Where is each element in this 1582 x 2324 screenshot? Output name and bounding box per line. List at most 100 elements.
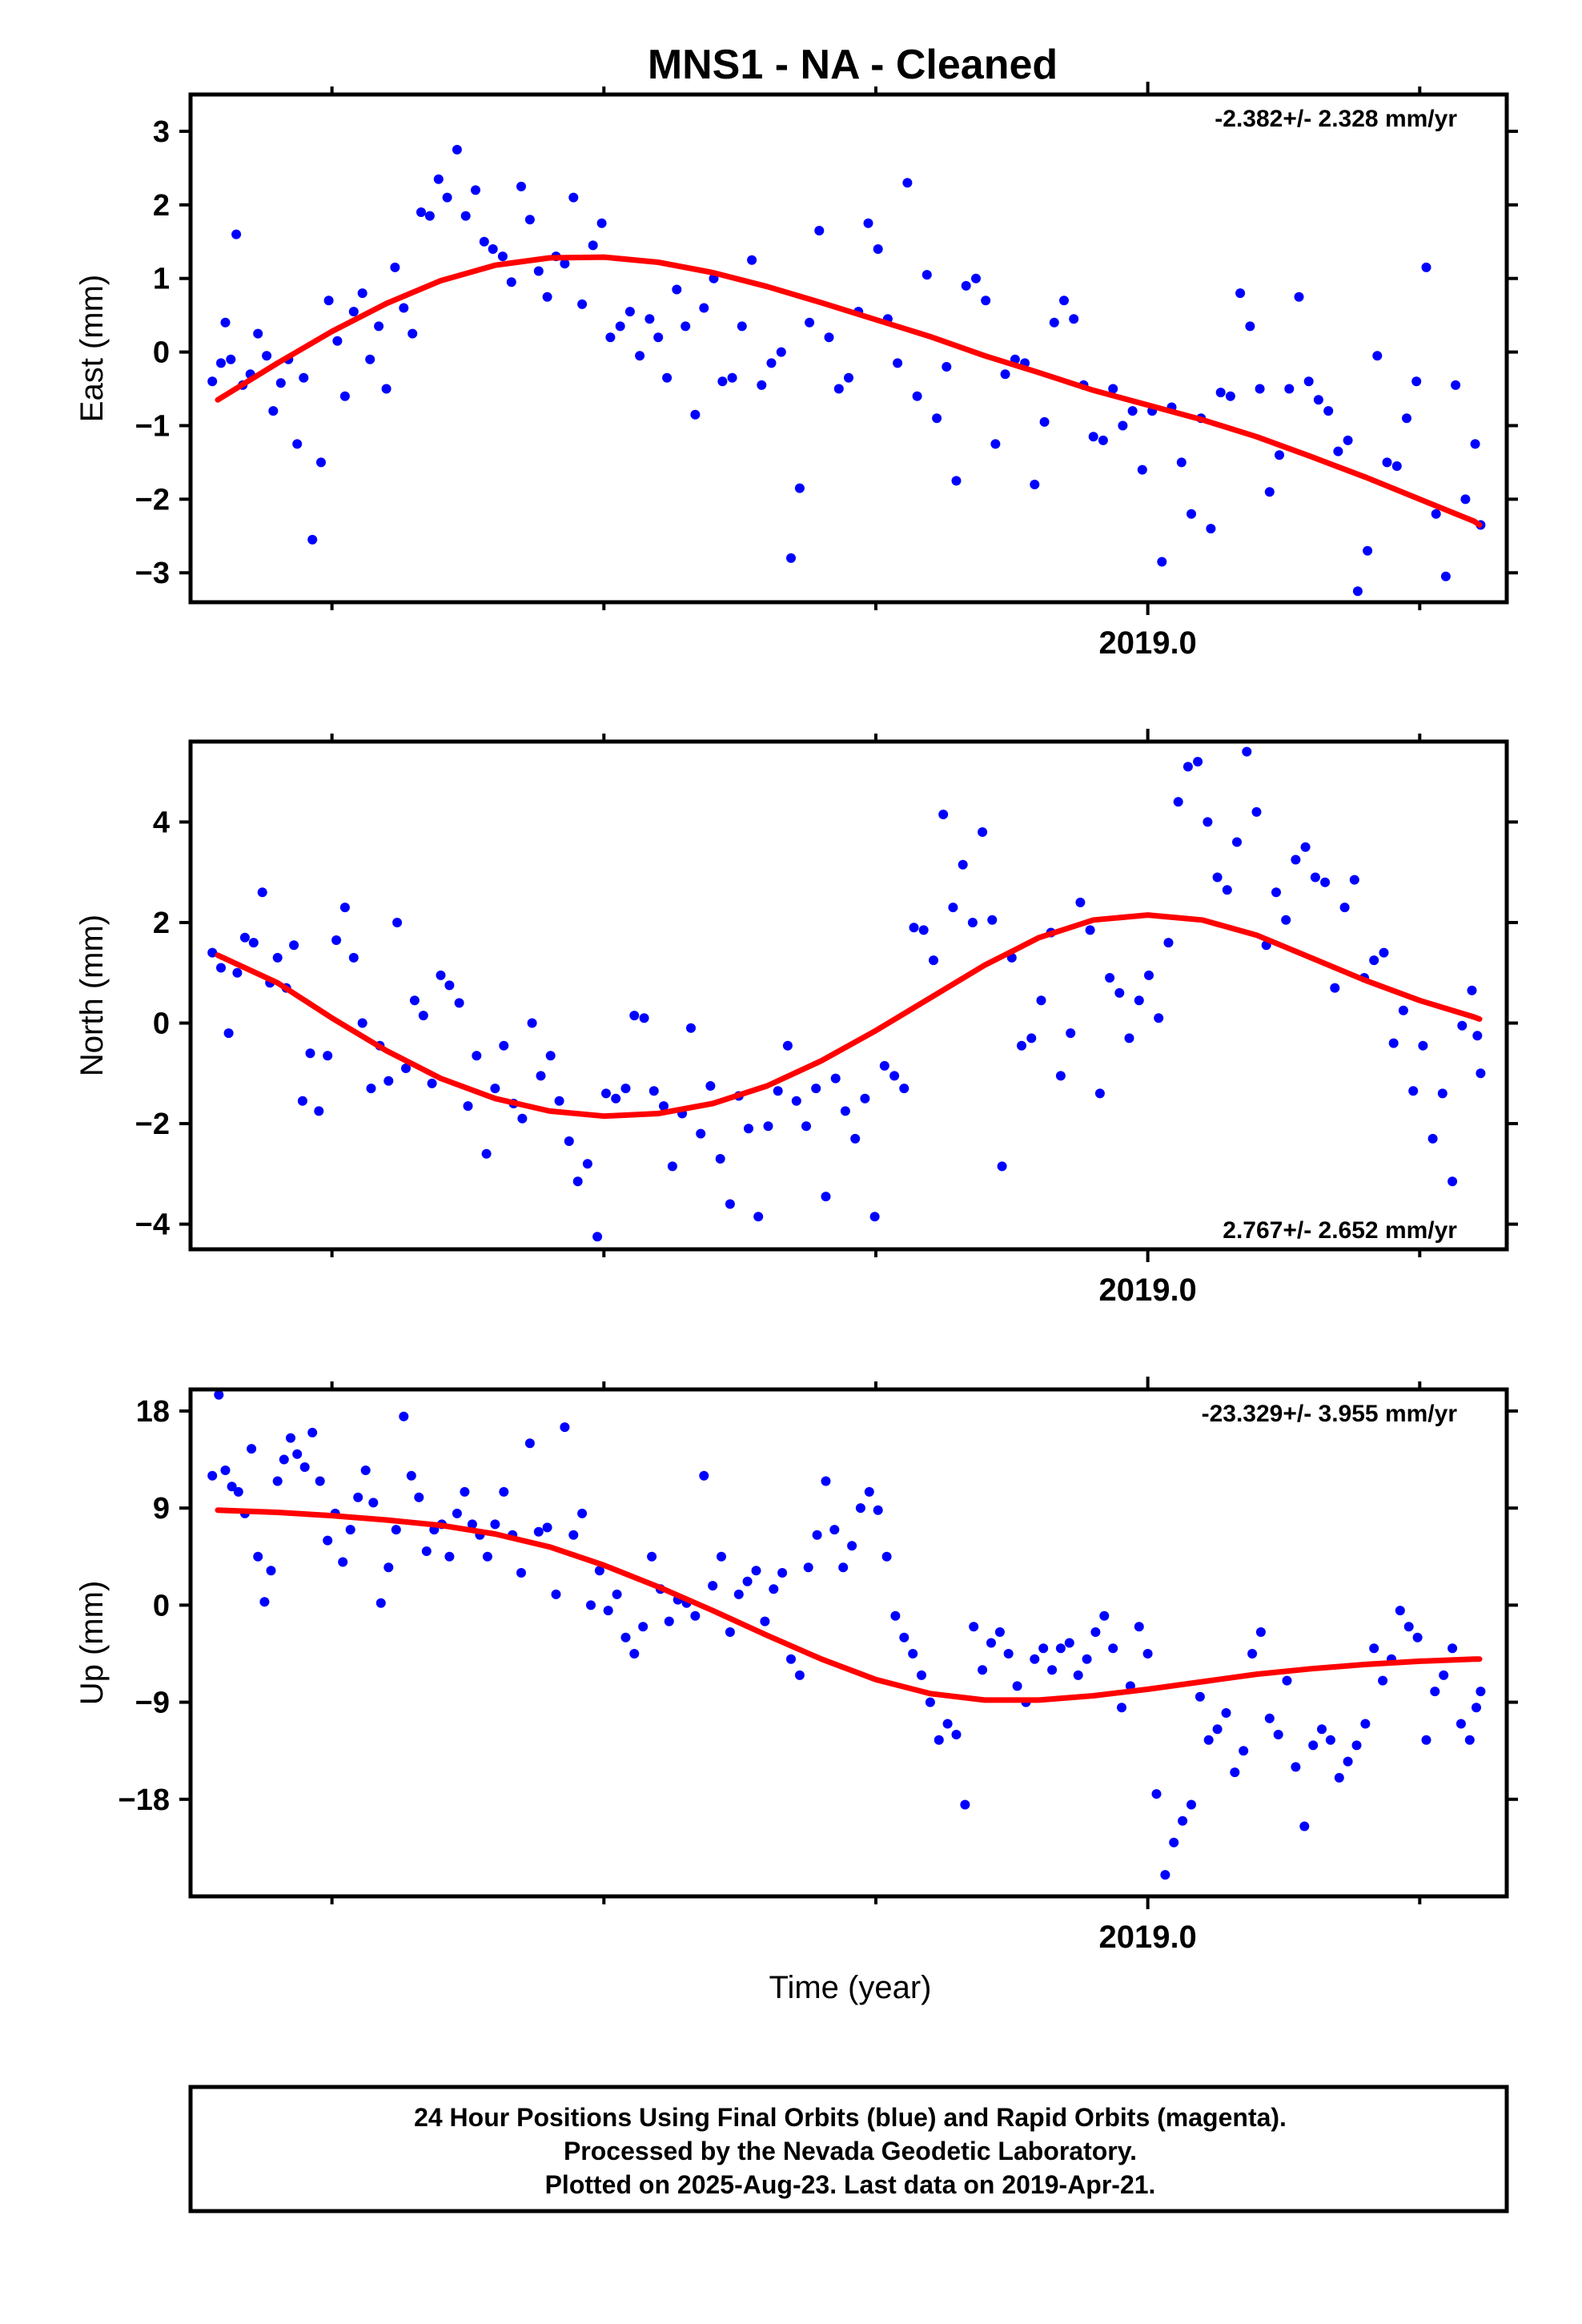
up-data-point bbox=[1412, 1632, 1423, 1642]
east-data-point bbox=[699, 303, 709, 313]
east-ytick-label: −2 bbox=[135, 483, 170, 517]
north-data-point bbox=[1310, 872, 1320, 883]
north-data-point bbox=[1379, 947, 1389, 958]
north-rate-label: 2.767+/- 2.652 mm/yr bbox=[1223, 1217, 1457, 1244]
north-data-point bbox=[1339, 903, 1350, 913]
east-data-point bbox=[605, 332, 616, 343]
up-data-point bbox=[1308, 1740, 1319, 1751]
east-data-point bbox=[990, 439, 1001, 449]
east-data-point bbox=[374, 321, 384, 332]
north-data-point bbox=[1349, 875, 1359, 885]
east-data-point bbox=[568, 192, 579, 203]
up-data-point bbox=[690, 1610, 701, 1621]
east-data-point bbox=[1059, 296, 1069, 306]
up-data-point bbox=[855, 1503, 865, 1514]
up-data-point bbox=[899, 1632, 909, 1642]
east-data-point bbox=[794, 483, 805, 493]
north-data-point bbox=[232, 967, 243, 978]
up-data-point bbox=[1299, 1821, 1310, 1831]
up-xtick-label: 2019.0 bbox=[1098, 1920, 1196, 1955]
north-data-point bbox=[667, 1161, 677, 1172]
up-data-point bbox=[760, 1616, 770, 1626]
north-data-point bbox=[725, 1199, 735, 1209]
north-data-point bbox=[958, 859, 968, 870]
north-data-point bbox=[392, 918, 403, 927]
east-data-point bbox=[921, 270, 932, 280]
north-data-point bbox=[1232, 837, 1242, 847]
east-data-point bbox=[1391, 461, 1402, 471]
north-ytick-label: −4 bbox=[135, 1208, 170, 1242]
up-data-point bbox=[1064, 1638, 1074, 1648]
north-data-point bbox=[339, 903, 350, 913]
north-data-point bbox=[1134, 995, 1144, 1006]
up-data-point bbox=[467, 1519, 477, 1530]
east-data-point bbox=[1343, 435, 1353, 445]
up-ytick-label: 18 bbox=[136, 1395, 170, 1429]
north-data-point bbox=[1055, 1071, 1066, 1081]
east-data-point bbox=[262, 351, 272, 361]
east-data-point bbox=[1470, 439, 1480, 449]
up-data-point bbox=[838, 1562, 849, 1573]
up-data-point bbox=[925, 1697, 935, 1707]
up-data-point bbox=[414, 1492, 424, 1502]
up-data-point bbox=[1360, 1719, 1371, 1729]
east-data-point bbox=[1323, 406, 1334, 416]
up-points bbox=[207, 1389, 1486, 1880]
up-data-point bbox=[1403, 1622, 1414, 1632]
north-data-point bbox=[686, 1023, 696, 1033]
up-data-point bbox=[1082, 1654, 1092, 1664]
east-data-point bbox=[408, 328, 418, 339]
east-ytick-label: −1 bbox=[135, 409, 170, 443]
up-data-point bbox=[1099, 1610, 1110, 1621]
east-data-point bbox=[1294, 292, 1304, 302]
up-data-point bbox=[890, 1610, 901, 1621]
up-data-point bbox=[594, 1566, 604, 1576]
east-data-point bbox=[902, 178, 913, 188]
east-data-point bbox=[1333, 446, 1343, 456]
north-data-point bbox=[305, 1048, 315, 1059]
north-ytick-label: 2 bbox=[153, 907, 170, 940]
north-data-point bbox=[297, 1096, 307, 1106]
north-data-point bbox=[545, 1051, 556, 1061]
east-data-point bbox=[1303, 376, 1314, 387]
up-data-point bbox=[1195, 1691, 1205, 1702]
up-data-point bbox=[247, 1444, 257, 1454]
up-data-point bbox=[603, 1606, 613, 1616]
up-data-point bbox=[220, 1466, 231, 1475]
north-data-point bbox=[409, 995, 420, 1006]
east-fit-curve bbox=[215, 254, 1483, 528]
north-panel: −4 −2 0 2 4 2019.0 North (mm) 2.767+/- 2.652 mm… bbox=[74, 729, 1518, 1308]
north-xtick-label: 2019.0 bbox=[1098, 1273, 1196, 1308]
east-rate-label: -2.382+/- 2.328 mm/yr bbox=[1215, 106, 1457, 132]
north-data-point bbox=[696, 1128, 706, 1139]
north-data-point bbox=[582, 1159, 592, 1169]
east-data-point bbox=[216, 358, 226, 368]
east-data-point bbox=[747, 255, 757, 265]
up-data-point bbox=[1142, 1649, 1153, 1659]
east-data-point bbox=[1372, 351, 1383, 361]
east-data-point bbox=[497, 251, 508, 262]
up-data-point bbox=[1151, 1789, 1162, 1799]
north-data-point bbox=[454, 998, 464, 1008]
up-data-point bbox=[951, 1730, 962, 1739]
up-data-point bbox=[368, 1498, 379, 1508]
north-data-point bbox=[929, 955, 938, 966]
up-data-point bbox=[612, 1589, 622, 1599]
east-data-point bbox=[1039, 416, 1050, 427]
north-data-point bbox=[763, 1121, 773, 1132]
east-data-point bbox=[479, 236, 489, 247]
east-data-point bbox=[1411, 376, 1422, 387]
east-data-point bbox=[662, 372, 673, 383]
up-data-point bbox=[733, 1589, 744, 1599]
east-data-point bbox=[339, 391, 350, 401]
north-data-point bbox=[1320, 877, 1331, 887]
east-data-point bbox=[316, 457, 326, 468]
north-data-point bbox=[463, 1101, 473, 1112]
east-data-point bbox=[1431, 509, 1441, 519]
north-data-point bbox=[248, 938, 259, 948]
north-data-point bbox=[1222, 885, 1232, 895]
up-data-point bbox=[460, 1486, 470, 1497]
up-data-point bbox=[708, 1581, 718, 1591]
east-ylabel: East (mm) bbox=[74, 275, 110, 422]
east-panel: −3 −2 −1 0 1 2 3 2019.0 East (mm) -2.382+/- 2.328… bbox=[74, 82, 1518, 661]
